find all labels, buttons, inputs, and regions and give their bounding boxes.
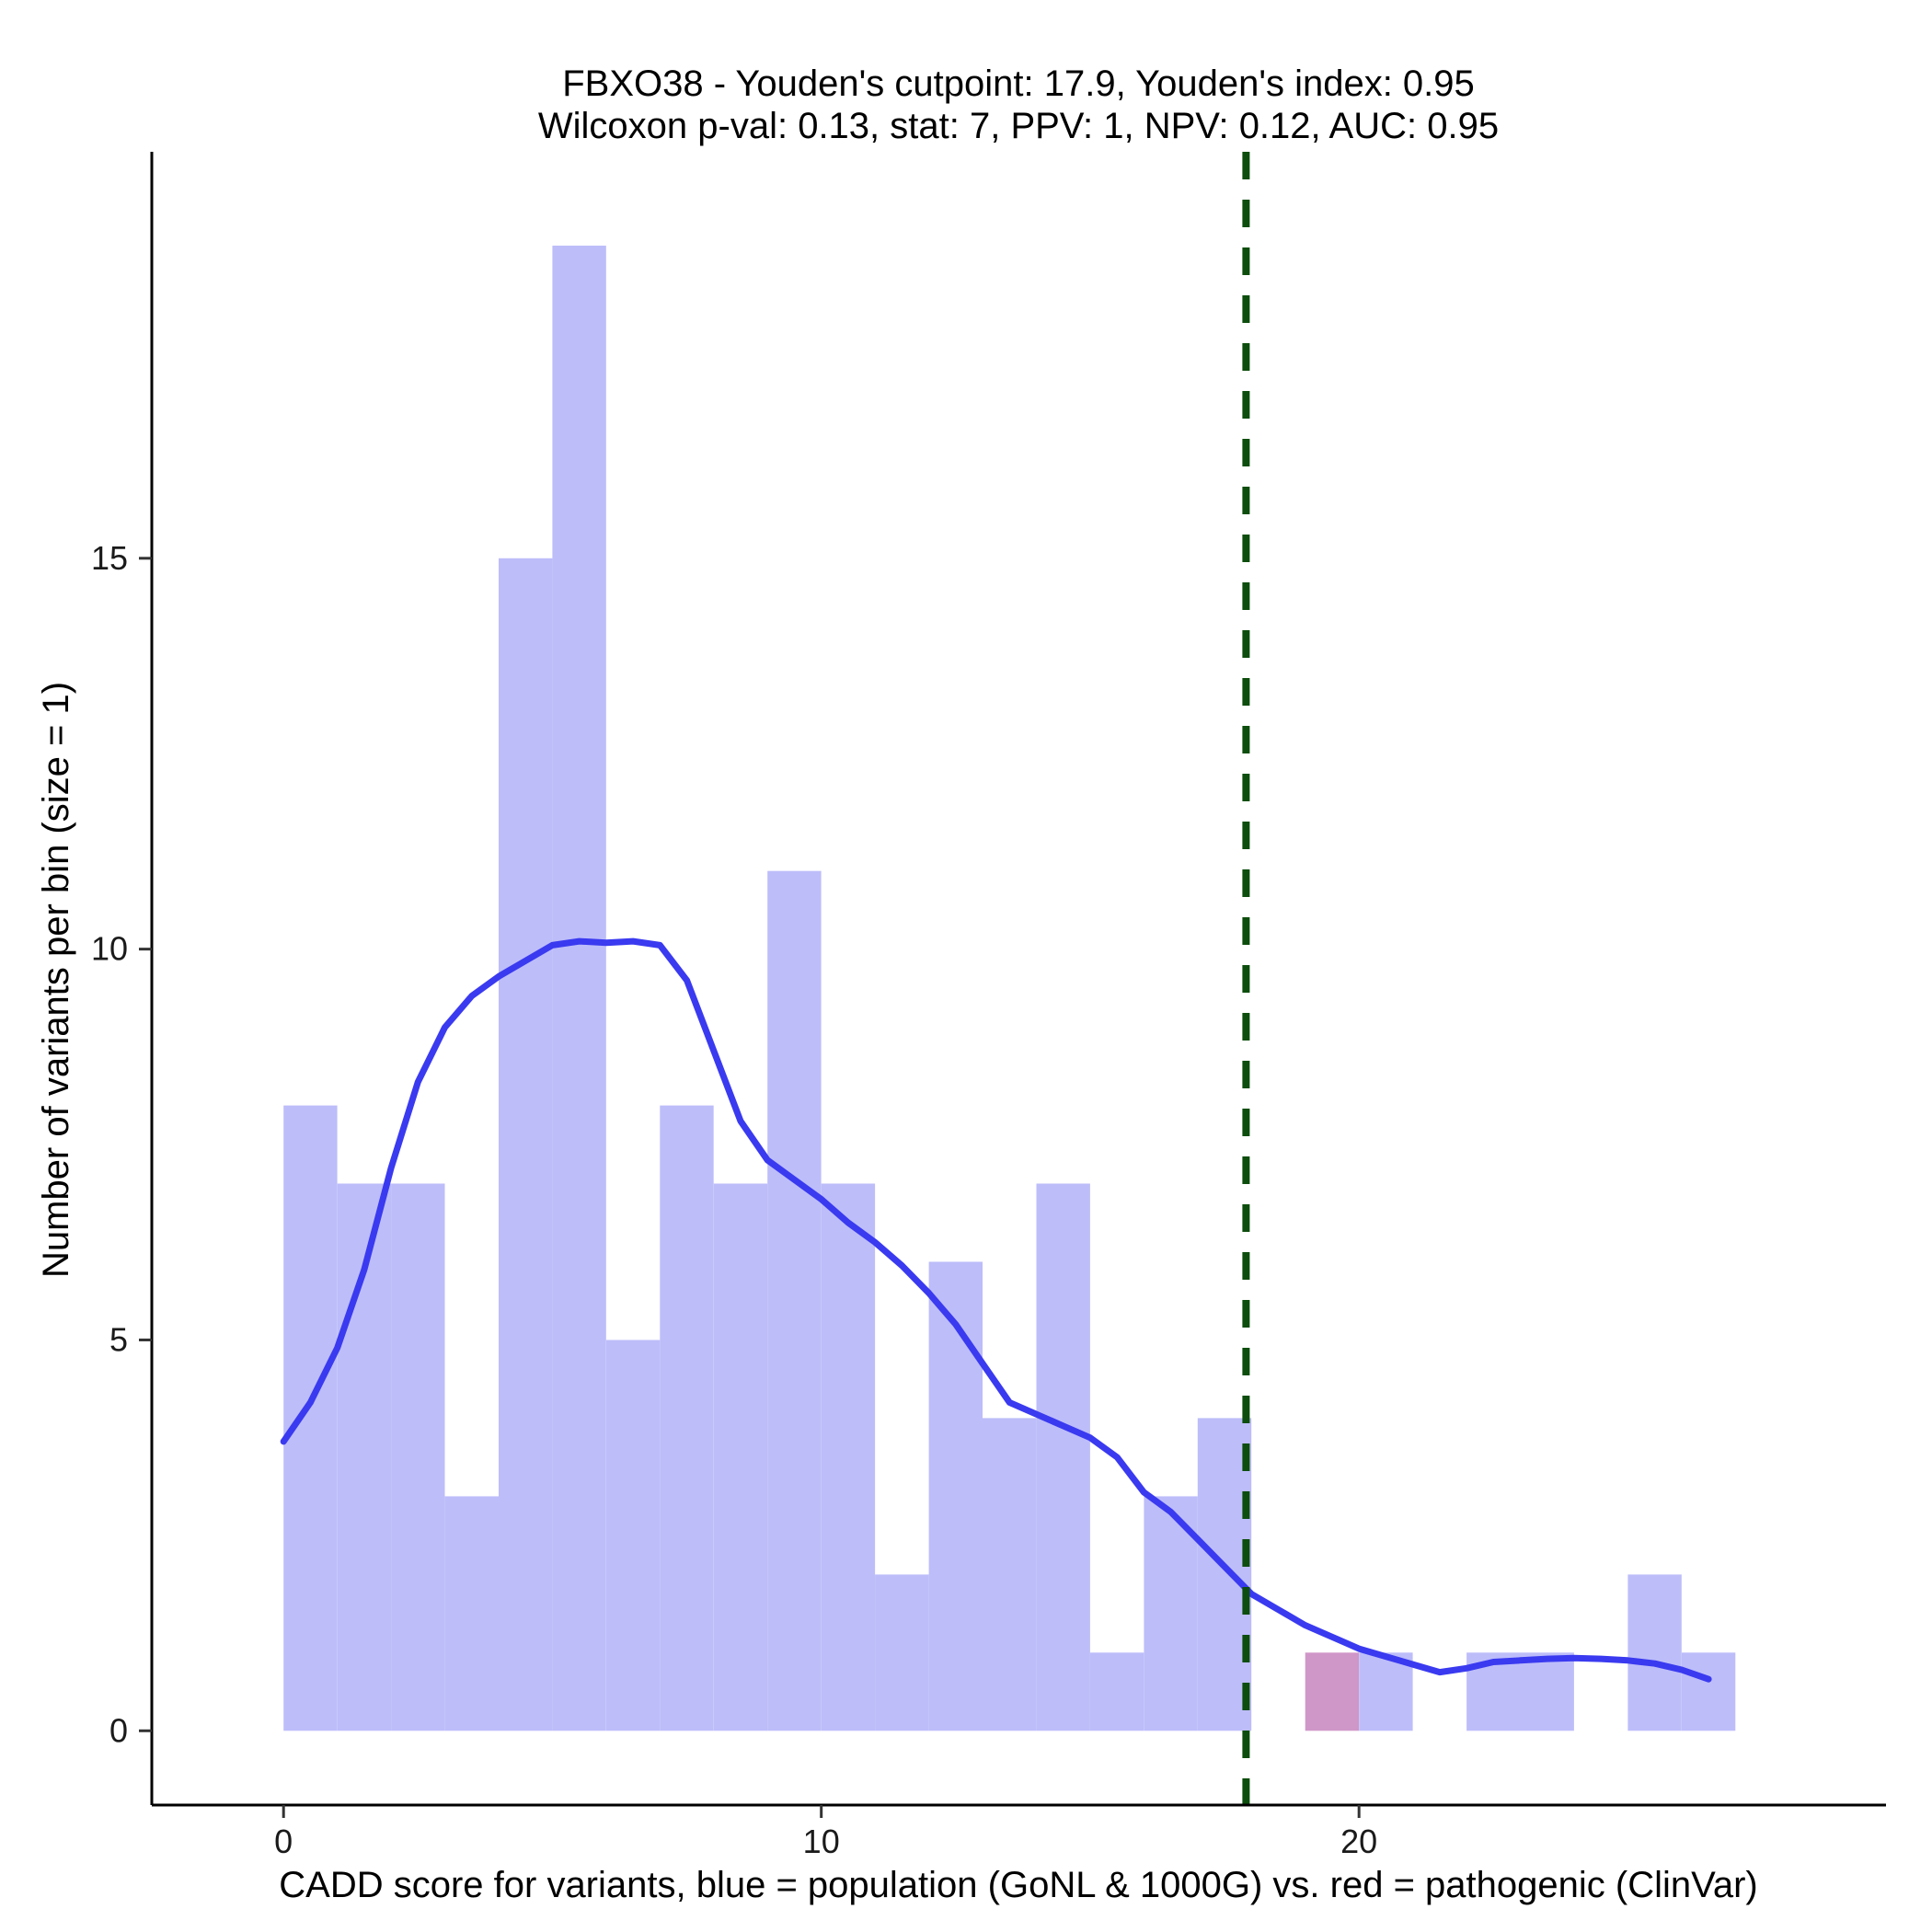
y-tick-label: 0	[109, 1711, 128, 1749]
histogram-bar	[1627, 1574, 1682, 1731]
histogram-bar	[875, 1574, 929, 1731]
chart-title: FBXO38 - Youden's cutpoint: 17.9, Youden…	[562, 63, 1475, 104]
x-tick-label: 20	[1340, 1823, 1377, 1860]
histogram-bar	[1089, 1652, 1144, 1731]
y-tick-label: 5	[109, 1320, 128, 1358]
histogram-bar	[1036, 1183, 1090, 1731]
histogram-bar	[1305, 1652, 1360, 1731]
histogram-bar	[983, 1418, 1037, 1731]
histogram-bar	[1144, 1496, 1198, 1731]
histogram-bar	[1681, 1652, 1736, 1731]
histogram-bar	[1520, 1652, 1574, 1731]
histogram-bar	[821, 1183, 876, 1731]
histogram-bar	[928, 1261, 983, 1731]
histogram-bar	[767, 870, 822, 1731]
y-tick-label: 10	[91, 930, 128, 968]
density-line-layer	[280, 937, 1712, 1683]
bars-layer	[283, 246, 1736, 1731]
histogram-bar	[391, 1183, 445, 1731]
histogram-bar	[1359, 1652, 1413, 1731]
x-tick-label: 0	[274, 1823, 293, 1860]
density-curve	[280, 937, 1712, 1683]
y-tick-label: 15	[91, 539, 128, 577]
x-axis-label: CADD score for variants, blue = populati…	[279, 1865, 1757, 1905]
histogram-bar	[605, 1340, 661, 1731]
chart-subtitle: Wilcoxon p-val: 0.13, stat: 7, PPV: 1, N…	[538, 106, 1499, 146]
x-tick-label: 10	[803, 1823, 840, 1860]
axes-layer: 0 10 20 0 5 10 15	[91, 152, 1886, 1860]
histogram-bar	[444, 1496, 499, 1731]
histogram-bar	[660, 1105, 714, 1731]
histogram-bar	[713, 1183, 768, 1731]
y-axis-label: Number of variants per bin (size = 1)	[36, 682, 76, 1278]
histogram-bar	[283, 1105, 338, 1731]
histogram-bar	[499, 558, 553, 1731]
histogram-bar	[552, 246, 606, 1731]
